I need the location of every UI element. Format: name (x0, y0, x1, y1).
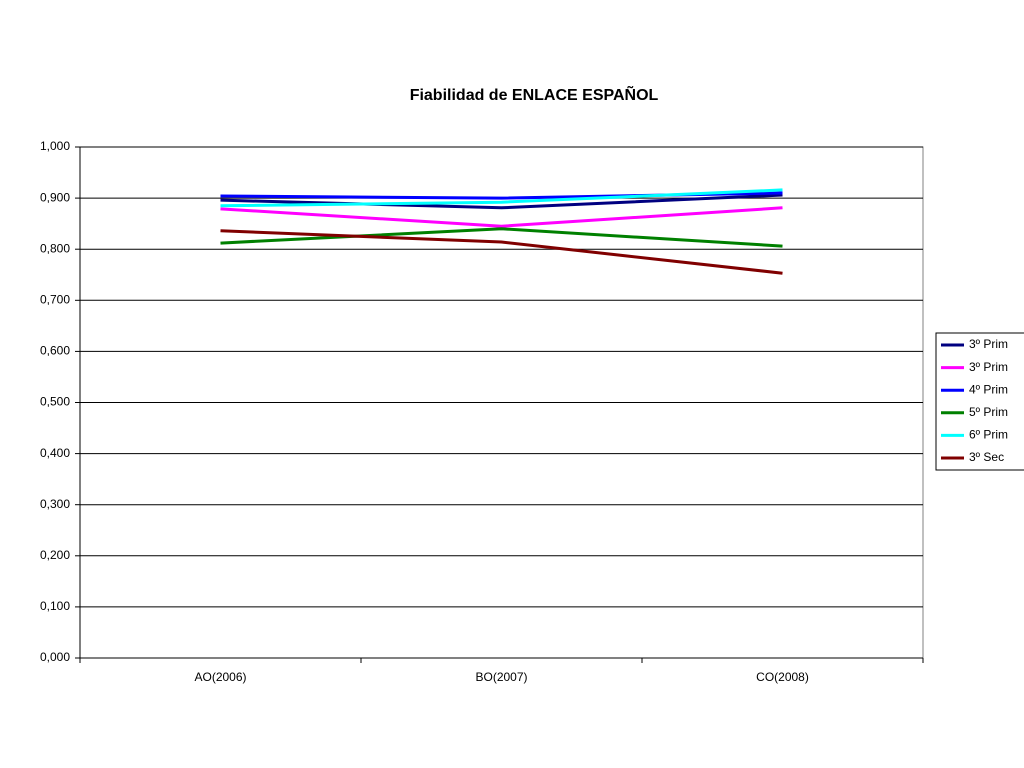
legend-label: 3º Sec (969, 450, 1004, 464)
line-series (220, 227, 783, 248)
chart-title: Fiabilidad de ENLACE ESPAÑOL (410, 84, 659, 104)
legend-label: 4º Prim (969, 382, 1008, 396)
x-tick-label: CO(2008) (756, 670, 809, 684)
legend-label: 6º Prim (969, 428, 1008, 442)
y-tick-label: 0,800 (40, 241, 70, 255)
y-tick-label: 0,900 (40, 190, 70, 204)
y-tick-label: 0,300 (40, 497, 70, 511)
y-tick-label: 0,400 (40, 446, 70, 460)
y-tick-label: 1,000 (40, 139, 70, 153)
line-series (220, 193, 783, 210)
legend-box (935, 332, 1024, 471)
y-tick-label: 0,700 (40, 292, 70, 306)
y-tick-label: 0,000 (40, 650, 70, 664)
legend-label: 3º Prim (969, 337, 1008, 351)
legend-label: 3º Prim (969, 360, 1008, 374)
x-tick-label: AO(2006) (194, 670, 246, 684)
y-tick-label: 0,500 (40, 395, 70, 409)
y-tick-label: 0,200 (40, 548, 70, 562)
legend-label: 5º Prim (969, 405, 1008, 419)
line-series (220, 188, 783, 208)
y-tick-label: 0,600 (40, 344, 70, 358)
line-series (220, 229, 783, 275)
y-tick-label: 0,100 (40, 599, 70, 613)
x-tick-label: BO(2007) (475, 670, 527, 684)
line-series (220, 206, 783, 228)
